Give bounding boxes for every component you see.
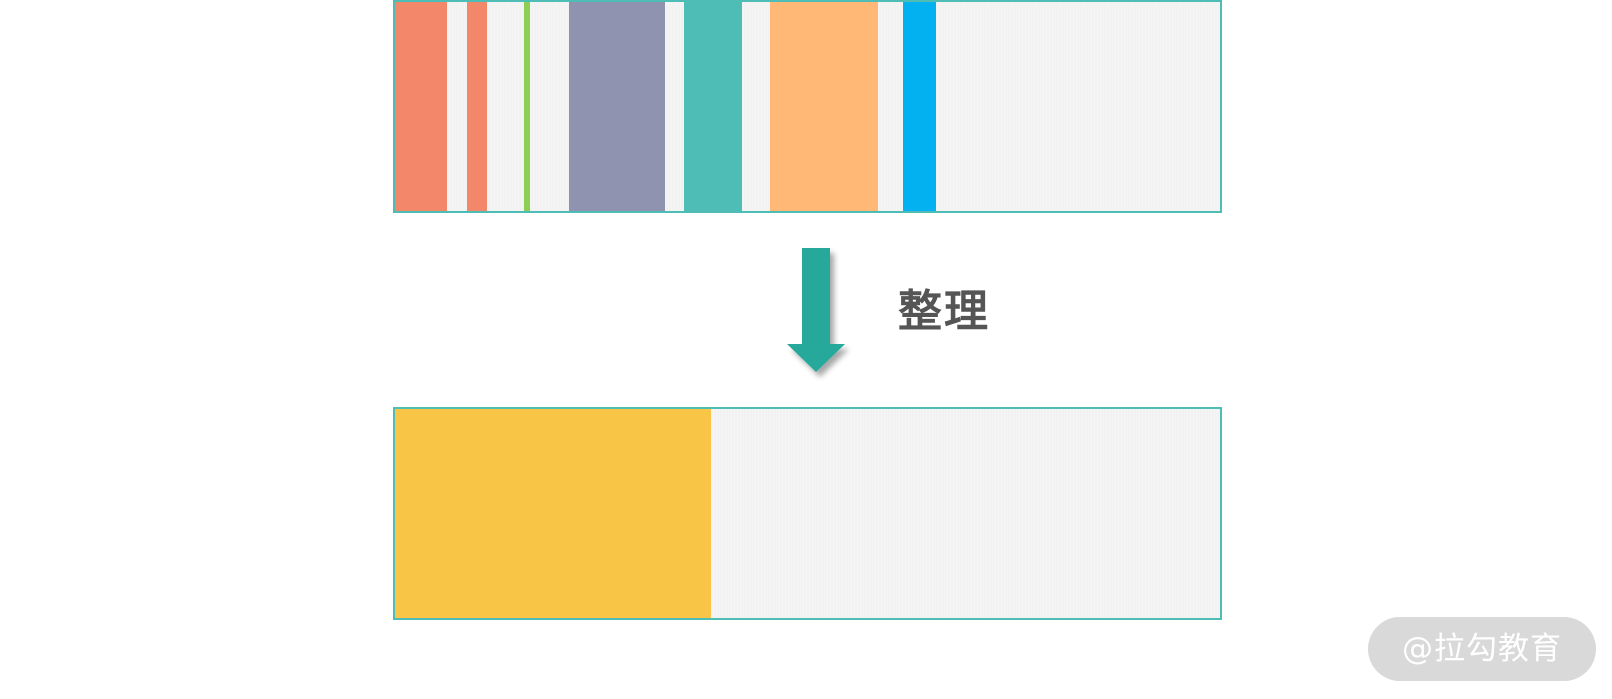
- block-consolidated: [395, 409, 711, 618]
- block-coral-2: [467, 2, 487, 211]
- block-blue: [903, 2, 936, 211]
- defragment-label: 整理: [898, 286, 990, 337]
- block-green: [524, 2, 530, 211]
- watermark-badge: @拉勾教育: [1368, 617, 1596, 681]
- block-slate: [569, 2, 665, 211]
- block-coral-1: [395, 2, 447, 211]
- memory-bar-after: [393, 407, 1222, 620]
- block-peach: [770, 2, 878, 211]
- down-arrow-icon: [786, 248, 846, 373]
- memory-bar-before: [393, 0, 1222, 213]
- block-teal: [684, 2, 742, 211]
